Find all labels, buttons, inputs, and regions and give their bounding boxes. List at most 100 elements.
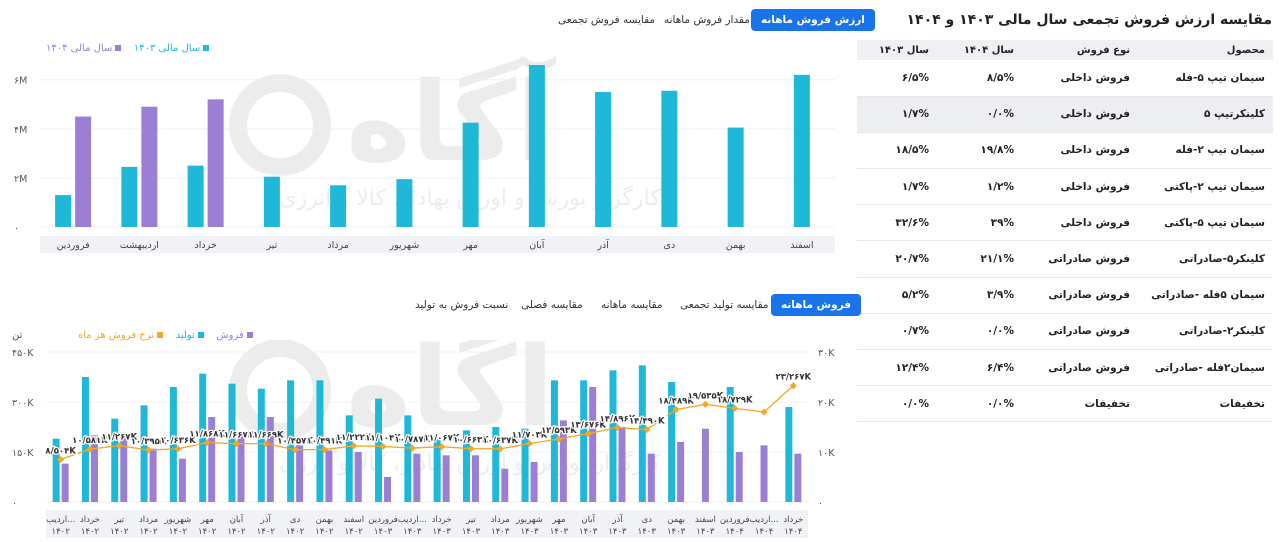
table-row[interactable]: سیمان تیپ ۵-فله فروش داخلی ۸/۵% ۶/۵% [857, 60, 1273, 97]
x-tick-label: اردیبهشت [120, 240, 159, 251]
bar-1404 [141, 106, 158, 227]
cell-1403: ۱۲/۴% [857, 349, 937, 387]
x-tick-label-year: ۱۴۰۲ [315, 527, 334, 537]
tab-monthly-comparison[interactable]: مقایسه ماهانه [601, 299, 663, 311]
bar-production [52, 438, 60, 502]
tab-seasonal-comparison[interactable]: مقایسه فصلی [521, 299, 583, 311]
tab-monthly-sales-value[interactable]: ارزش فروش ماهانه [751, 9, 875, 31]
legend-item-production[interactable]: تولید [176, 330, 207, 341]
tab-cumulative-production-comparison[interactable]: مقایسه تولید تجمعی [680, 299, 769, 311]
x-tick-label: مهر [462, 240, 478, 251]
cell-sale-type: فروش داخلی [1022, 132, 1138, 170]
cell-sale-type: فروش صادراتی [1022, 277, 1138, 314]
x-tick-label-month: بهمن [667, 515, 685, 525]
table-row[interactable]: کلینکرتیپ ۵ فروش داخلی ۰/۰% ۱/۷% [857, 96, 1273, 133]
x-tick-label-month: خرداد [432, 515, 452, 525]
legend-item-sales[interactable]: فروش [216, 330, 255, 341]
point-sales-rate [584, 430, 592, 438]
bar-1403 [462, 122, 479, 227]
x-tick-label-year: ۱۴۰۳ [403, 527, 422, 537]
bar-sales [530, 462, 538, 502]
y-right-tick-label: ۱۰K [818, 448, 835, 459]
tab-cumulative-sales-comparison[interactable]: مقایسه فروش تجمعی [558, 14, 656, 26]
bar-sales [735, 452, 743, 502]
cell-product: سیمان۲فله -صادراتی [1138, 349, 1273, 387]
bar-sales [701, 428, 709, 502]
cell-sale-type: فروش داخلی [1022, 96, 1138, 133]
cell-sale-type: تخفیفات [1022, 385, 1138, 423]
bar-sales [325, 450, 333, 502]
table-row[interactable]: تخفیفات تخفیفات ۰/۰% ۰/۰% [857, 385, 1273, 423]
point-sales-rate [115, 442, 123, 450]
table-row[interactable]: کلینکر۲-صادراتی فروش صادراتی ۰/۰% ۰/۷% [857, 313, 1273, 351]
x-tick-label-month: اردیب... [46, 515, 75, 525]
bar-production [111, 418, 119, 502]
y-tick-label: ۲M [14, 174, 27, 185]
x-tick-label-month: آذر [260, 513, 272, 525]
point-sales-rate [555, 435, 563, 443]
data-label-sales-rate: ۱۱/۲۲۲K [336, 433, 372, 443]
bar-sales [471, 455, 479, 502]
table-row[interactable]: سیمان تیپ ۲-فله فروش داخلی ۱۹/۸% ۱۸/۵% [857, 132, 1273, 170]
cell-1404: ۳/۹% [937, 277, 1022, 314]
data-label-sales-rate: ۱۸/۴۸۹K [658, 397, 694, 407]
x-tick-label-month: اردیب... [749, 515, 778, 525]
cell-1403: ۰/۷% [857, 313, 937, 351]
col-header-product[interactable]: محصول [1138, 40, 1273, 60]
legend-item-sales-rate[interactable]: نرخ فروش هر ماه [78, 330, 166, 341]
watermark-logo-text: آگاه [346, 55, 556, 186]
data-label-sales-rate: ۸/۵۰۴K [45, 446, 76, 456]
tab-monthly-sales-quantity[interactable]: مقدار فروش ماهانه [664, 14, 750, 26]
point-sales-rate [496, 445, 504, 453]
x-tick-label-month: دی [642, 515, 653, 525]
point-sales-rate [174, 445, 182, 453]
x-tick-label-year: ۱۴۰۲ [198, 527, 217, 537]
col-header-1403[interactable]: سال ۱۴۰۳ [857, 40, 937, 60]
y-left-tick-label: ۱۵۰K [12, 448, 34, 459]
col-header-1404[interactable]: سال ۱۴۰۴ [937, 40, 1022, 60]
bar-production [638, 365, 646, 502]
y-left-tick-label: ۰ [12, 498, 17, 509]
cell-product: کلینکرتیپ ۵ [1138, 96, 1273, 133]
bar-1404 [207, 99, 224, 227]
table-header-row: محصول نوع فروش سال ۱۴۰۴ سال ۱۴۰۳ [857, 40, 1273, 60]
x-tick-label-month: اسفند [695, 515, 716, 525]
x-tick-label-year: ۱۴۰۲ [286, 527, 305, 537]
tab-monthly-sales[interactable]: فروش ماهانه [771, 294, 862, 316]
cell-sale-type: فروش صادراتی [1022, 349, 1138, 387]
cell-product: سیمان تیپ ۲-پاکتی [1138, 168, 1273, 206]
data-label-sales-rate: ۱۰/۷۸۷K [395, 435, 431, 445]
bar-1403 [661, 90, 678, 227]
sales-share-table: محصول نوع فروش سال ۱۴۰۴ سال ۱۴۰۳ سیمان ت… [857, 40, 1273, 423]
cell-1404: ۶/۴% [937, 349, 1022, 387]
table-row[interactable]: کلینکر۵-صادراتی فروش صادراتی ۲۱/۱% ۲۰/۷% [857, 240, 1273, 278]
bar-1403 [187, 165, 204, 227]
table-row[interactable]: سیمان۲فله -صادراتی فروش صادراتی ۶/۴% ۱۲/۴% [857, 349, 1273, 387]
tab-sales-to-production-ratio[interactable]: نسبت فروش به تولید [415, 299, 509, 311]
legend-item-1403[interactable]: سال مالی ۱۴۰۳ [134, 43, 212, 54]
bar-1403 [793, 74, 810, 228]
x-tick-label-year: ۱۴۰۲ [52, 527, 71, 537]
col-header-sale-type[interactable]: نوع فروش [1022, 40, 1138, 60]
table-row[interactable]: سیمان تیپ ۲-پاکتی فروش داخلی ۱/۲% ۱/۷% [857, 168, 1273, 206]
data-label-sales-rate: ۱۸/۷۲۹K [717, 395, 753, 405]
cell-product: تخفیفات [1138, 385, 1273, 423]
x-tick-label: بهمن [726, 240, 746, 251]
bar-production [316, 380, 324, 502]
data-label-sales-rate: ۱۹/۵۳۵K [688, 391, 724, 401]
cell-1404: ۱۹/۸% [937, 132, 1022, 170]
data-label-sales-rate: ۱۰/۴۵۷K [277, 437, 313, 447]
bar-sales [647, 453, 655, 502]
bar-1403 [263, 176, 280, 227]
bar-1404 [75, 116, 92, 227]
y-left-tick-label: ۳۰۰K [12, 398, 34, 409]
cell-1403: ۰/۰% [857, 385, 937, 423]
x-tick-label: فروردین [57, 240, 90, 251]
table-row[interactable]: سیمان تیپ ۵-پاکتی فروش داخلی ۳۹% ۳۲/۶% [857, 204, 1273, 242]
cell-product: سیمان ۵فله -صادراتی [1138, 277, 1273, 314]
legend-item-1404[interactable]: سال مالی ۱۴۰۴ [46, 43, 124, 54]
bar-1403 [55, 195, 72, 227]
cell-sale-type: فروش داخلی [1022, 60, 1138, 97]
table-row[interactable]: سیمان ۵فله -صادراتی فروش صادراتی ۳/۹% ۵/۲% [857, 277, 1273, 314]
data-label-sales-rate: ۱۰/۶۳۷K [482, 436, 518, 446]
